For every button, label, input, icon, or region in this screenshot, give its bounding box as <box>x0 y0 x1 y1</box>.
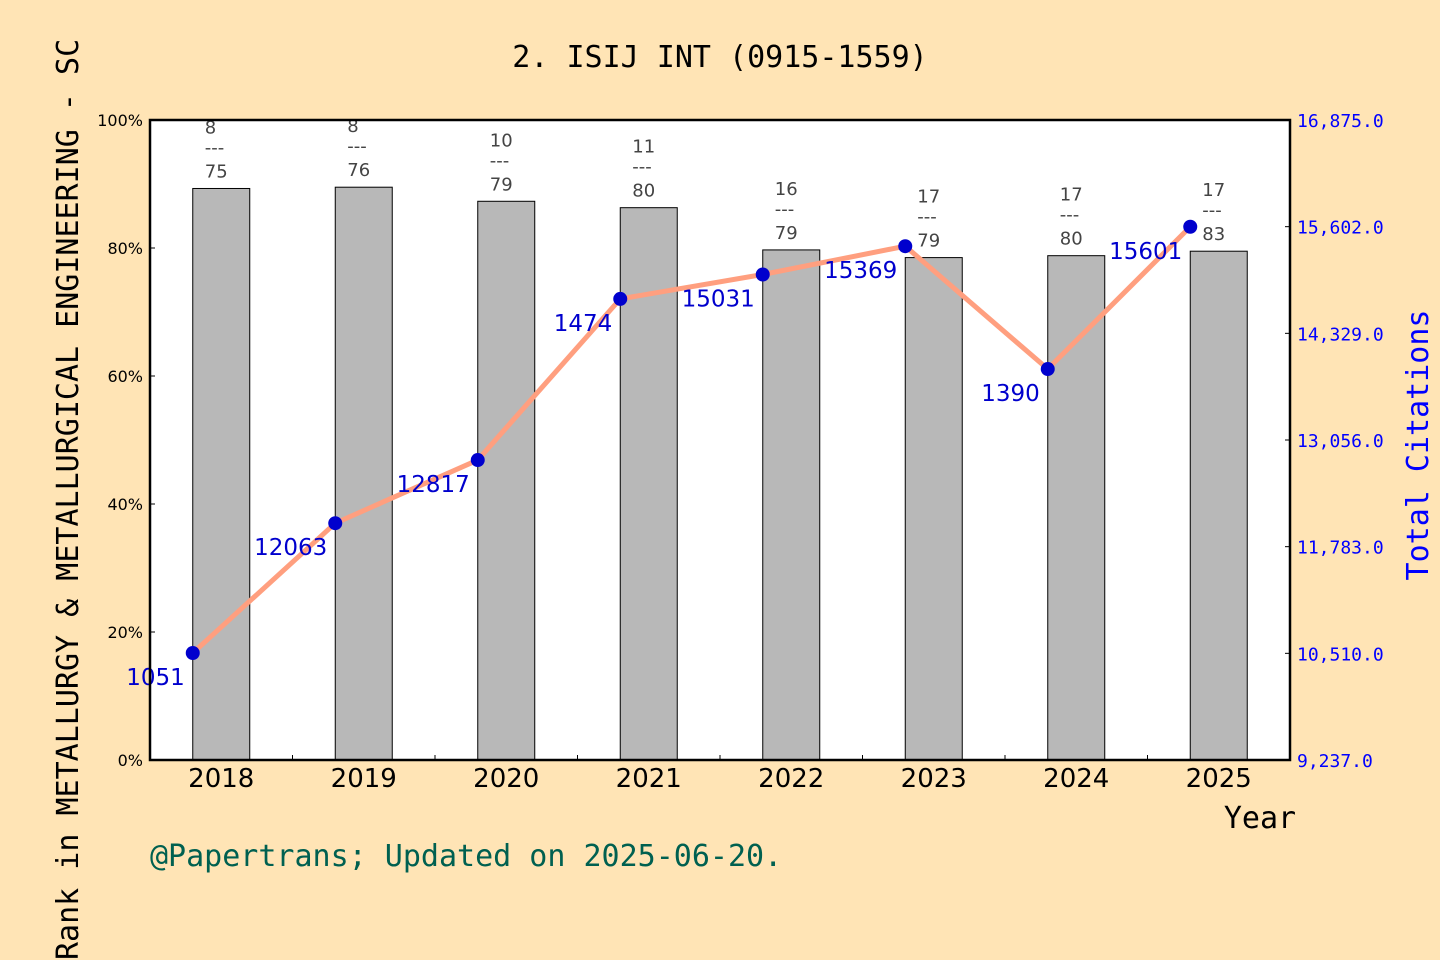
citation-label: 1051 <box>126 665 185 691</box>
left-tick-label: 100% <box>97 111 143 130</box>
rank-fraction-label: 8--- 75 <box>205 117 228 182</box>
x-axis-label: Year <box>1224 801 1296 836</box>
total-label: 79 <box>917 231 940 252</box>
x-tick-label: 2018 <box>188 764 254 794</box>
left-tick-label: 80% <box>107 239 143 258</box>
bar-2023 <box>904 257 963 761</box>
footer-credit: @Papertrans; Updated on 2025-06-20. <box>150 839 782 874</box>
rank-label: 8 <box>205 117 216 138</box>
right-tick-label: 9,237.0 <box>1297 751 1373 772</box>
bar-2018 <box>192 187 251 761</box>
citation-point <box>328 516 343 531</box>
citation-label: 15601 <box>1109 239 1182 265</box>
right-tick-label: 11,783.0 <box>1297 538 1384 559</box>
x-tick-label: 2021 <box>616 764 682 794</box>
x-tick-label: 2020 <box>473 764 539 794</box>
citation-label: 15369 <box>824 258 897 284</box>
citation-point <box>613 291 628 306</box>
left-tick-label: 40% <box>107 495 143 514</box>
fraction-bar: --- <box>917 207 937 228</box>
chart-title: 2. ISIJ INT (0915-1559) <box>512 40 927 75</box>
plot-area <box>150 120 1290 760</box>
x-tick-label: 2024 <box>1043 764 1109 794</box>
x-tick-label: 2025 <box>1186 764 1252 794</box>
total-label: 79 <box>490 174 513 195</box>
total-label: 75 <box>205 161 228 182</box>
total-label: 83 <box>1202 224 1225 245</box>
right-tick-label: 15,602.0 <box>1297 218 1384 239</box>
right-tick-label: 13,056.0 <box>1297 431 1384 452</box>
fraction-bar: --- <box>490 150 510 171</box>
total-label: 80 <box>632 181 655 202</box>
left-axis-label: Rank in METALLURGY & METALLURGICAL ENGIN… <box>51 39 86 960</box>
rank-fraction-label: 11--- 80 <box>632 137 655 202</box>
rank-label: 11 <box>632 137 655 158</box>
bar-2024 <box>1047 255 1106 761</box>
citation-label: 12063 <box>254 535 327 561</box>
rank-fraction-label: 8--- 76 <box>347 116 370 181</box>
citation-point <box>185 645 200 660</box>
bar-2025 <box>1189 250 1248 761</box>
right-tick-label: 16,875.0 <box>1297 111 1384 132</box>
rank-label: 16 <box>775 179 798 200</box>
citation-point <box>1183 219 1198 234</box>
x-tick-label: 2019 <box>331 764 397 794</box>
citations-line <box>191 224 1193 655</box>
rank-label: 8 <box>347 116 358 137</box>
bar-2021 <box>619 207 678 761</box>
rank-fraction-label: 17--- 79 <box>917 187 940 252</box>
citation-label: 1390 <box>981 381 1040 407</box>
fraction-bar: --- <box>347 136 367 157</box>
citation-label: 1474 <box>554 311 613 337</box>
citation-label: 15031 <box>682 287 755 313</box>
bar-2020 <box>477 200 536 761</box>
citation-point <box>470 453 485 468</box>
fraction-bar: --- <box>205 137 225 158</box>
rank-label: 17 <box>1060 185 1083 206</box>
x-tick-label: 2023 <box>901 764 967 794</box>
rank-label: 10 <box>490 130 513 151</box>
citation-point <box>755 267 770 282</box>
right-tick-label: 14,329.0 <box>1297 324 1384 345</box>
rank-fraction-label: 10--- 79 <box>490 130 513 195</box>
rank-fraction-label: 17--- 83 <box>1202 180 1225 245</box>
rank-label: 17 <box>917 187 940 208</box>
fraction-bar: --- <box>1060 205 1080 226</box>
total-label: 79 <box>775 223 798 244</box>
right-axis-label: Total Citations <box>1401 310 1436 581</box>
rank-fraction-label: 17--- 80 <box>1060 185 1083 250</box>
bar-2019 <box>334 186 393 761</box>
fraction-bar: --- <box>775 199 795 220</box>
citation-label: 12817 <box>397 472 470 498</box>
total-label: 80 <box>1060 229 1083 250</box>
citation-point <box>898 239 913 254</box>
citation-point <box>1040 362 1055 377</box>
left-tick-label: 20% <box>107 623 143 642</box>
bar-2022 <box>762 249 821 761</box>
rank-fraction-label: 16--- 79 <box>775 179 798 244</box>
right-tick-label: 10,510.0 <box>1297 644 1384 665</box>
fraction-bar: --- <box>632 157 652 178</box>
rank-label: 17 <box>1202 180 1225 201</box>
fraction-bar: --- <box>1202 200 1222 221</box>
left-tick-label: 60% <box>107 367 143 386</box>
total-label: 76 <box>347 160 370 181</box>
x-tick-label: 2022 <box>758 764 824 794</box>
left-tick-label: 0% <box>118 751 143 770</box>
